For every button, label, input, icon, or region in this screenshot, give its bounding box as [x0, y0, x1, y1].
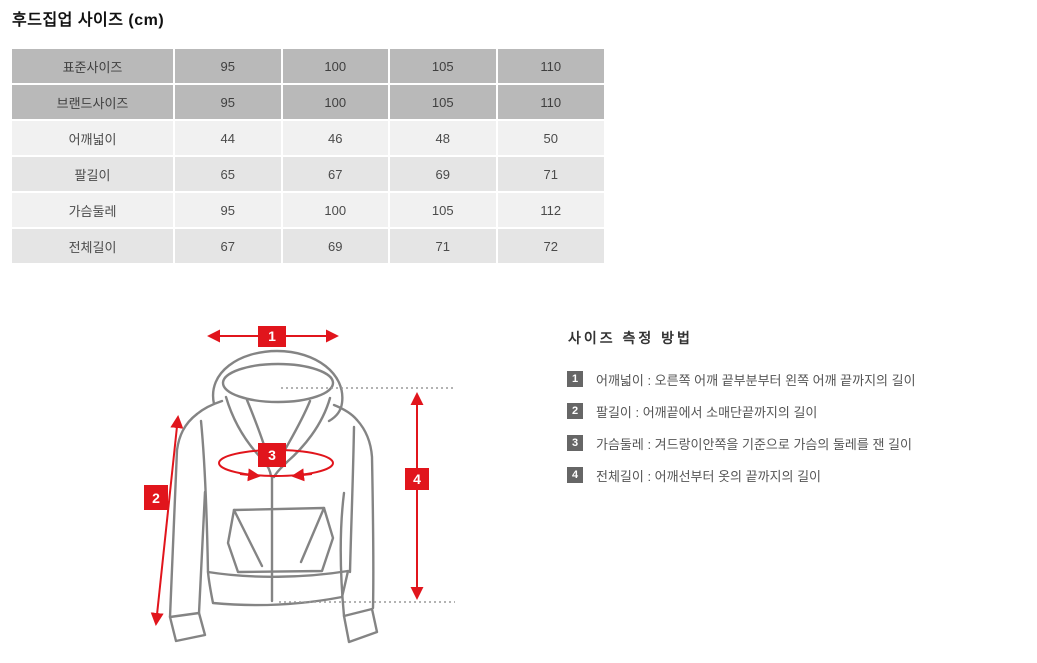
table-row: 브랜드사이즈 95 100 105 110	[12, 84, 604, 121]
legend-item-number: 1	[567, 371, 583, 387]
pocket-outline	[226, 506, 335, 574]
marker-1-label: 1	[268, 328, 276, 344]
table-cell: 67	[281, 156, 390, 193]
marker-4-label: 4	[413, 471, 421, 487]
marker-3-label: 3	[268, 447, 276, 463]
legend-item: 3 가슴둘레 : 겨드랑이안쪽을 기준으로 가슴의 둘레를 잰 길이	[567, 435, 1037, 452]
table-cell: 100	[281, 49, 390, 85]
cuff-right	[342, 607, 379, 644]
hood-drape-right	[285, 396, 332, 464]
table-row: 어깨넓이 44 46 48 50	[12, 120, 604, 157]
measurement-legend: 사이즈 측정 방법 1 어깨넓이 : 오른쪽 어깨 끝부분부터 왼쪽 어깨 끝까…	[567, 328, 1037, 499]
total-length-arrow: 4	[405, 392, 429, 600]
row-header-cell: 어깨넓이	[12, 120, 175, 157]
hoodie-outline	[168, 349, 379, 644]
hem-band	[206, 569, 350, 607]
legend-item: 4 전체길이 : 어깨선부터 옷의 끝까지의 길이	[567, 467, 1037, 484]
marker-2-box	[144, 485, 168, 510]
table-row: 가슴둘레 95 100 105 112	[12, 192, 604, 229]
table-row: 팔길이 65 67 69 71	[12, 156, 604, 193]
row-header-cell: 가슴둘레	[12, 192, 175, 229]
table-cell: 95	[174, 84, 283, 121]
marker-3-box	[258, 443, 286, 467]
table-cell: 67	[174, 228, 283, 263]
marker-4-box	[405, 468, 429, 490]
hoodie-measurement-diagram: 1 2 3 4	[144, 326, 455, 644]
hood-opening	[221, 362, 335, 404]
table-cell: 48	[389, 120, 498, 157]
table-cell: 100	[281, 192, 390, 229]
legend-item: 1 어깨넓이 : 오른쪽 어깨 끝부분부터 왼쪽 어깨 끝까지의 길이	[567, 371, 1037, 388]
legend-item-number: 3	[567, 435, 583, 451]
row-header-cell: 표준사이즈	[12, 49, 175, 85]
sleeve-right-outer	[355, 418, 375, 610]
table-cell: 50	[496, 120, 604, 157]
row-header-cell: 팔길이	[12, 156, 175, 193]
row-header-cell: 브랜드사이즈	[12, 84, 175, 121]
table-cell: 100	[281, 84, 390, 121]
pocket-slant-right	[299, 506, 326, 564]
table-cell: 110	[496, 49, 604, 85]
cuff-left	[168, 611, 207, 643]
pocket-slant-left	[232, 508, 264, 568]
legend-item-text: 전체길이 : 어깨선부터 옷의 끝까지의 길이	[596, 468, 821, 484]
table-row: 전체길이 67 69 71 72	[12, 228, 604, 263]
sleeve-left-inner	[197, 490, 207, 615]
shoulder-left	[195, 399, 224, 416]
page-title: 후드집업 사이즈 (cm)	[12, 12, 165, 29]
sleeve-right-inner	[339, 491, 346, 618]
legend-item-text: 어깨넓이 : 오른쪽 어깨 끝부분부터 왼쪽 어깨 끝까지의 길이	[596, 372, 916, 388]
marker-2-label: 2	[152, 490, 160, 506]
table-cell: 46	[281, 120, 390, 157]
table-cell: 69	[389, 156, 498, 193]
table-cell: 72	[496, 228, 604, 263]
table-cell: 65	[174, 156, 283, 193]
table-cell: 105	[389, 192, 498, 229]
table-cell: 71	[389, 228, 498, 263]
table-cell: 95	[174, 192, 283, 229]
table-cell: 105	[389, 84, 498, 121]
legend-item-text: 팔길이 : 어깨끝에서 소매단끝까지의 길이	[596, 404, 818, 420]
hood-outer	[211, 349, 344, 423]
table-cell: 95	[174, 49, 283, 85]
marker-1-box	[258, 326, 286, 347]
body-right	[348, 425, 356, 574]
shoulder-width-arrow: 1	[207, 326, 339, 347]
chest-girth-marker: 3	[218, 443, 334, 482]
legend-item-number: 4	[567, 467, 583, 483]
table-cell: 105	[389, 49, 498, 85]
table-cell: 110	[496, 84, 604, 121]
table-cell: 44	[174, 120, 283, 157]
size-table: 표준사이즈 95 100 105 110 브랜드사이즈 95 100 105 1…	[12, 49, 604, 263]
legend-item: 2 팔길이 : 어깨끝에서 소매단끝까지의 길이	[567, 403, 1037, 420]
table-cell: 69	[281, 228, 390, 263]
arm-length-arrow: 2	[144, 415, 184, 626]
table-row: 표준사이즈 95 100 105 110	[12, 49, 604, 85]
shoulder-right	[332, 403, 359, 422]
legend-item-text: 가슴둘레 : 겨드랑이안쪽을 기준으로 가슴의 둘레를 잰 길이	[596, 436, 912, 452]
table-cell: 71	[496, 156, 604, 193]
sleeve-left-outer	[168, 412, 199, 619]
legend-item-number: 2	[567, 403, 583, 419]
table-cell: 112	[496, 192, 604, 229]
legend-heading: 사이즈 측정 방법	[568, 330, 693, 346]
row-header-cell: 전체길이	[12, 228, 175, 263]
